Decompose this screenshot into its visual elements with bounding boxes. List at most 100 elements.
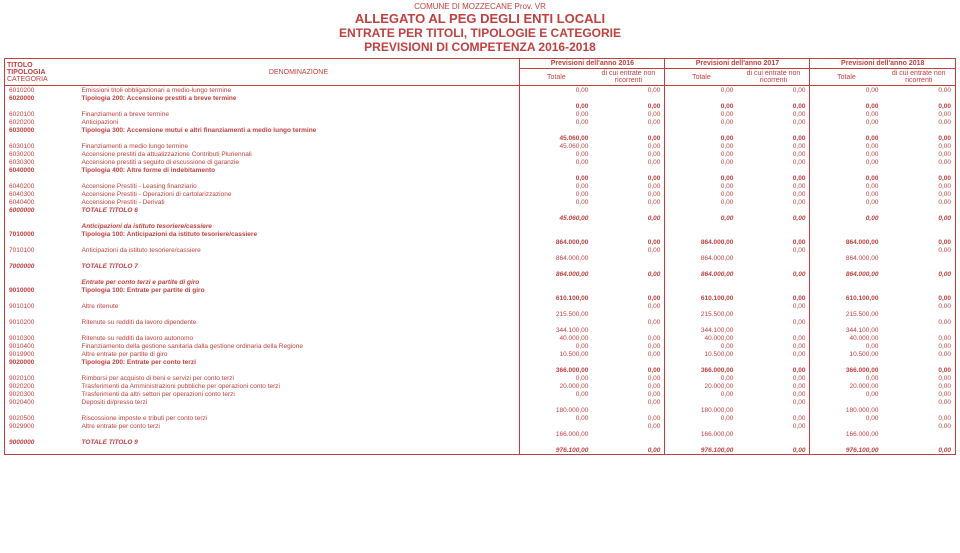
cell-value: 10.500,00 — [810, 350, 883, 358]
th-categoria: CATEGORIA — [7, 76, 76, 83]
cell-value — [592, 206, 665, 214]
cell-value — [665, 398, 738, 406]
cell-value — [665, 230, 738, 238]
cell-code: 9010000 — [5, 286, 78, 294]
cell-value: 0,00 — [882, 214, 955, 222]
cell-value: 0,00 — [737, 350, 810, 358]
cell-value: 0,00 — [737, 422, 810, 430]
cell-value: 0,00 — [737, 118, 810, 126]
cell-code: 9020200 — [5, 382, 78, 390]
cell-value: 0,00 — [592, 382, 665, 390]
table-row: 9010400Finanziamento della gestione sani… — [5, 342, 955, 350]
cell-desc: Ritenute su redditi da lavoro dipendente — [78, 318, 520, 326]
table-row: 45.060,000,000,000,000,000,00 — [5, 134, 955, 142]
cell-code: 9000000 — [5, 438, 78, 446]
cell-value — [520, 166, 593, 174]
cell-value — [592, 278, 665, 286]
cell-value: 45.060,00 — [520, 214, 593, 222]
table-row: 166.000,00166.000,00166.000,00 — [5, 430, 955, 438]
cell-code: 9020100 — [5, 374, 78, 382]
cell-value: 0,00 — [592, 134, 665, 142]
cell-code: 6040300 — [5, 190, 78, 198]
cell-value: 0,00 — [882, 398, 955, 406]
cell-value: 0,00 — [592, 318, 665, 326]
cell-value: 0,00 — [882, 334, 955, 342]
table-row: 9010100Altre ritenute0,000,000,00 — [5, 302, 955, 310]
cell-code — [5, 366, 78, 374]
cell-value — [520, 318, 593, 326]
cell-value: 0,00 — [737, 214, 810, 222]
cell-value: 40.000,00 — [665, 334, 738, 342]
cell-value: 0,00 — [737, 142, 810, 150]
cell-code: 6030100 — [5, 142, 78, 150]
cell-code: 9010300 — [5, 334, 78, 342]
cell-value: 0,00 — [520, 118, 593, 126]
cell-desc — [78, 366, 520, 374]
cell-value: 180.000,00 — [520, 406, 593, 414]
cell-value: 864.000,00 — [665, 238, 738, 246]
table-row: 0,000,000,000,000,000,00 — [5, 174, 955, 182]
table-row: 976.100,000,00976.100,000,00976.100,000,… — [5, 446, 955, 454]
cell-value: 0,00 — [592, 182, 665, 190]
cell-value: 0,00 — [737, 182, 810, 190]
table-row: 9020200Trasferimenti da Amministrazioni … — [5, 382, 955, 390]
cell-value: 0,00 — [810, 174, 883, 182]
cell-value — [737, 262, 810, 270]
cell-value: 0,00 — [810, 182, 883, 190]
table-row: 9019900Altre entrate per partite di giro… — [5, 350, 955, 358]
cell-desc: Tipologia 200: Entrate per conto terzi — [78, 358, 520, 366]
cell-code: 6010200 — [5, 86, 78, 95]
cell-code: 9020300 — [5, 390, 78, 398]
cell-value: 0,00 — [520, 86, 593, 95]
cell-value: 45.060,00 — [520, 142, 593, 150]
cell-value — [520, 230, 593, 238]
cell-value: 0,00 — [810, 86, 883, 95]
cell-value — [810, 94, 883, 102]
cell-value — [882, 262, 955, 270]
cell-value — [665, 318, 738, 326]
cell-value — [882, 326, 955, 334]
cell-value: 180.000,00 — [665, 406, 738, 414]
cell-value: 344.100,00 — [520, 326, 593, 334]
cell-value — [665, 278, 738, 286]
cell-value: 610.100,00 — [520, 294, 593, 302]
cell-code — [5, 310, 78, 318]
table-row: 9010300Ritenute su redditi da lavoro aut… — [5, 334, 955, 342]
cell-value — [882, 230, 955, 238]
cell-value: 0,00 — [882, 350, 955, 358]
th-year-2016: Previsioni dell'anno 2016 — [520, 59, 665, 69]
table-row: 610.100,000,00610.100,000,00610.100,000,… — [5, 294, 955, 302]
cell-value: 0,00 — [665, 150, 738, 158]
cell-value — [737, 326, 810, 334]
cell-value: 0,00 — [882, 446, 955, 454]
cell-value: 0,00 — [592, 246, 665, 254]
cell-value: 0,00 — [737, 110, 810, 118]
cell-value: 0,00 — [520, 158, 593, 166]
table-row: 7010000Tipologia 100: Anticipazioni da i… — [5, 230, 955, 238]
cell-value: 0,00 — [665, 174, 738, 182]
cell-value: 0,00 — [810, 390, 883, 398]
cell-desc: Finanziamento della gestione sanitaria d… — [78, 342, 520, 350]
cell-value: 864.000,00 — [665, 254, 738, 262]
table-row: 6030200Accensione prestiti da attualizza… — [5, 150, 955, 158]
cell-value: 0,00 — [592, 142, 665, 150]
table-row: 215.500,00215.500,00215.500,00 — [5, 310, 955, 318]
cell-value: 180.000,00 — [810, 406, 883, 414]
cell-value: 0,00 — [810, 214, 883, 222]
cell-value — [810, 358, 883, 366]
cell-desc: Finanziamenti a breve termine — [78, 110, 520, 118]
cell-value: 0,00 — [737, 246, 810, 254]
table-row: 6010200Emissioni titoli obbligazionari a… — [5, 86, 955, 95]
cell-value: 0,00 — [737, 150, 810, 158]
cell-value: 864.000,00 — [810, 254, 883, 262]
cell-desc: Accensione Prestiti - Leasing finanziari… — [78, 182, 520, 190]
cell-code: 6020000 — [5, 94, 78, 102]
cell-value: 0,00 — [665, 374, 738, 382]
cell-code — [5, 278, 78, 286]
cell-value: 0,00 — [520, 390, 593, 398]
cell-value: 864.000,00 — [520, 238, 593, 246]
cell-value: 366.000,00 — [520, 366, 593, 374]
cell-desc: Emissioni titoli obbligazionari a medio-… — [78, 86, 520, 95]
table-row: 6030000Tipologia 300: Accensione mutui e… — [5, 126, 955, 134]
cell-value: 0,00 — [882, 390, 955, 398]
